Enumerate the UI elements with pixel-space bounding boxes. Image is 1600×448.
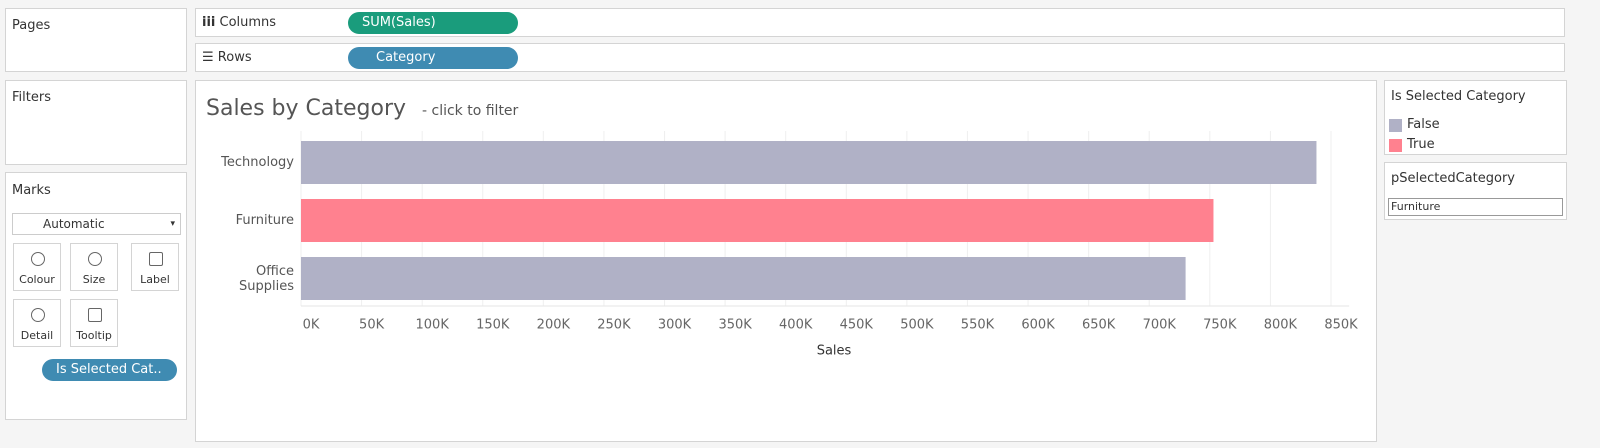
size-button[interactable]: Size bbox=[70, 243, 118, 291]
marks-label: Marks bbox=[12, 183, 51, 198]
columns-shelf: iii Columns SUM(Sales) bbox=[195, 8, 1565, 37]
x-tick-label: 300K bbox=[658, 318, 692, 333]
legend-label: False bbox=[1407, 117, 1440, 132]
label-button[interactable]: Label bbox=[131, 243, 179, 291]
mark-type: Automatic bbox=[43, 217, 105, 231]
button-label: Detail bbox=[20, 329, 54, 342]
chart: Sales by Category - click to filter Sale… bbox=[206, 96, 1358, 359]
filters-card: Filters bbox=[5, 80, 187, 165]
legend: Is Selected Category False True bbox=[1384, 80, 1567, 155]
bar bbox=[301, 141, 1317, 184]
x-tick-label: 600K bbox=[1021, 318, 1055, 333]
x-tick-label: 850K bbox=[1324, 318, 1358, 333]
bar bbox=[301, 257, 1186, 300]
columns-label: iii Columns bbox=[202, 15, 277, 30]
columns-pill[interactable]: SUM(Sales) bbox=[348, 12, 518, 34]
parameter-title: pSelectedCategory bbox=[1391, 171, 1515, 186]
rows-shelf: ☰ Rows Category bbox=[195, 43, 1565, 72]
x-tick-label: 250K bbox=[597, 318, 631, 333]
legend-title: Is Selected Category bbox=[1391, 89, 1526, 104]
legend-item[interactable]: False bbox=[1389, 115, 1440, 135]
worksheet: Sales by Category - click to filter Sale… bbox=[195, 80, 1377, 442]
color-pill[interactable]: Is Selected Cat.. bbox=[42, 359, 177, 381]
legend-item[interactable]: True bbox=[1389, 135, 1440, 155]
pages-card: Pages bbox=[5, 8, 187, 72]
x-axis-label: Sales bbox=[817, 344, 852, 359]
legend-label: True bbox=[1407, 137, 1435, 152]
filters-label: Filters bbox=[12, 90, 51, 105]
x-tick-label: 150K bbox=[476, 318, 510, 333]
x-tick-label: 50K bbox=[359, 318, 385, 333]
detail-button[interactable]: Detail bbox=[13, 299, 61, 347]
parameter-card: pSelectedCategory Furniture bbox=[1384, 162, 1567, 220]
colour-button[interactable]: Colour bbox=[13, 243, 61, 291]
tooltip-button[interactable]: Tooltip bbox=[70, 299, 118, 347]
category-label: Furniture bbox=[235, 213, 294, 228]
x-tick-label: 750K bbox=[1203, 318, 1237, 333]
x-tick-label: 650K bbox=[1082, 318, 1116, 333]
x-tick-label: 400K bbox=[779, 318, 813, 333]
chart-subtitle: - click to filter bbox=[422, 103, 519, 119]
x-tick-label: 450K bbox=[840, 318, 874, 333]
legend-items: False True bbox=[1389, 115, 1440, 155]
button-label: Size bbox=[82, 273, 106, 286]
x-tick-label: 550K bbox=[961, 318, 995, 333]
button-label: Tooltip bbox=[76, 329, 112, 342]
rows-label: ☰ Rows bbox=[202, 50, 252, 65]
x-tick-label: 500K bbox=[900, 318, 934, 333]
x-tick-label: 800K bbox=[1264, 318, 1298, 333]
x-tick-label: 700K bbox=[1143, 318, 1177, 333]
shelf-label: Columns bbox=[219, 15, 277, 30]
button-label: Colour bbox=[19, 273, 55, 286]
bar bbox=[301, 199, 1214, 242]
x-tick-label: 0K bbox=[303, 318, 320, 333]
button-label: Label bbox=[140, 273, 170, 286]
category-label: Office Supplies bbox=[239, 263, 294, 294]
legend-swatch bbox=[1389, 119, 1402, 132]
x-tick-label: 350K bbox=[718, 318, 752, 333]
chart-title: Sales by Category bbox=[206, 96, 406, 121]
legend-swatch bbox=[1389, 139, 1402, 152]
marks-card: Marks Automatic ▾ Colour Size Label Detai… bbox=[5, 172, 187, 420]
category-label: Technology bbox=[221, 155, 294, 170]
x-tick-label: 100K bbox=[416, 318, 450, 333]
x-tick-label: 200K bbox=[537, 318, 571, 333]
mark-type-dropdown[interactable]: Automatic ▾ bbox=[12, 213, 181, 235]
shelf-label: Rows bbox=[217, 50, 252, 65]
rows-pill[interactable]: Category bbox=[348, 47, 518, 69]
parameter-input[interactable]: Furniture bbox=[1388, 198, 1563, 216]
pages-label: Pages bbox=[12, 18, 51, 33]
